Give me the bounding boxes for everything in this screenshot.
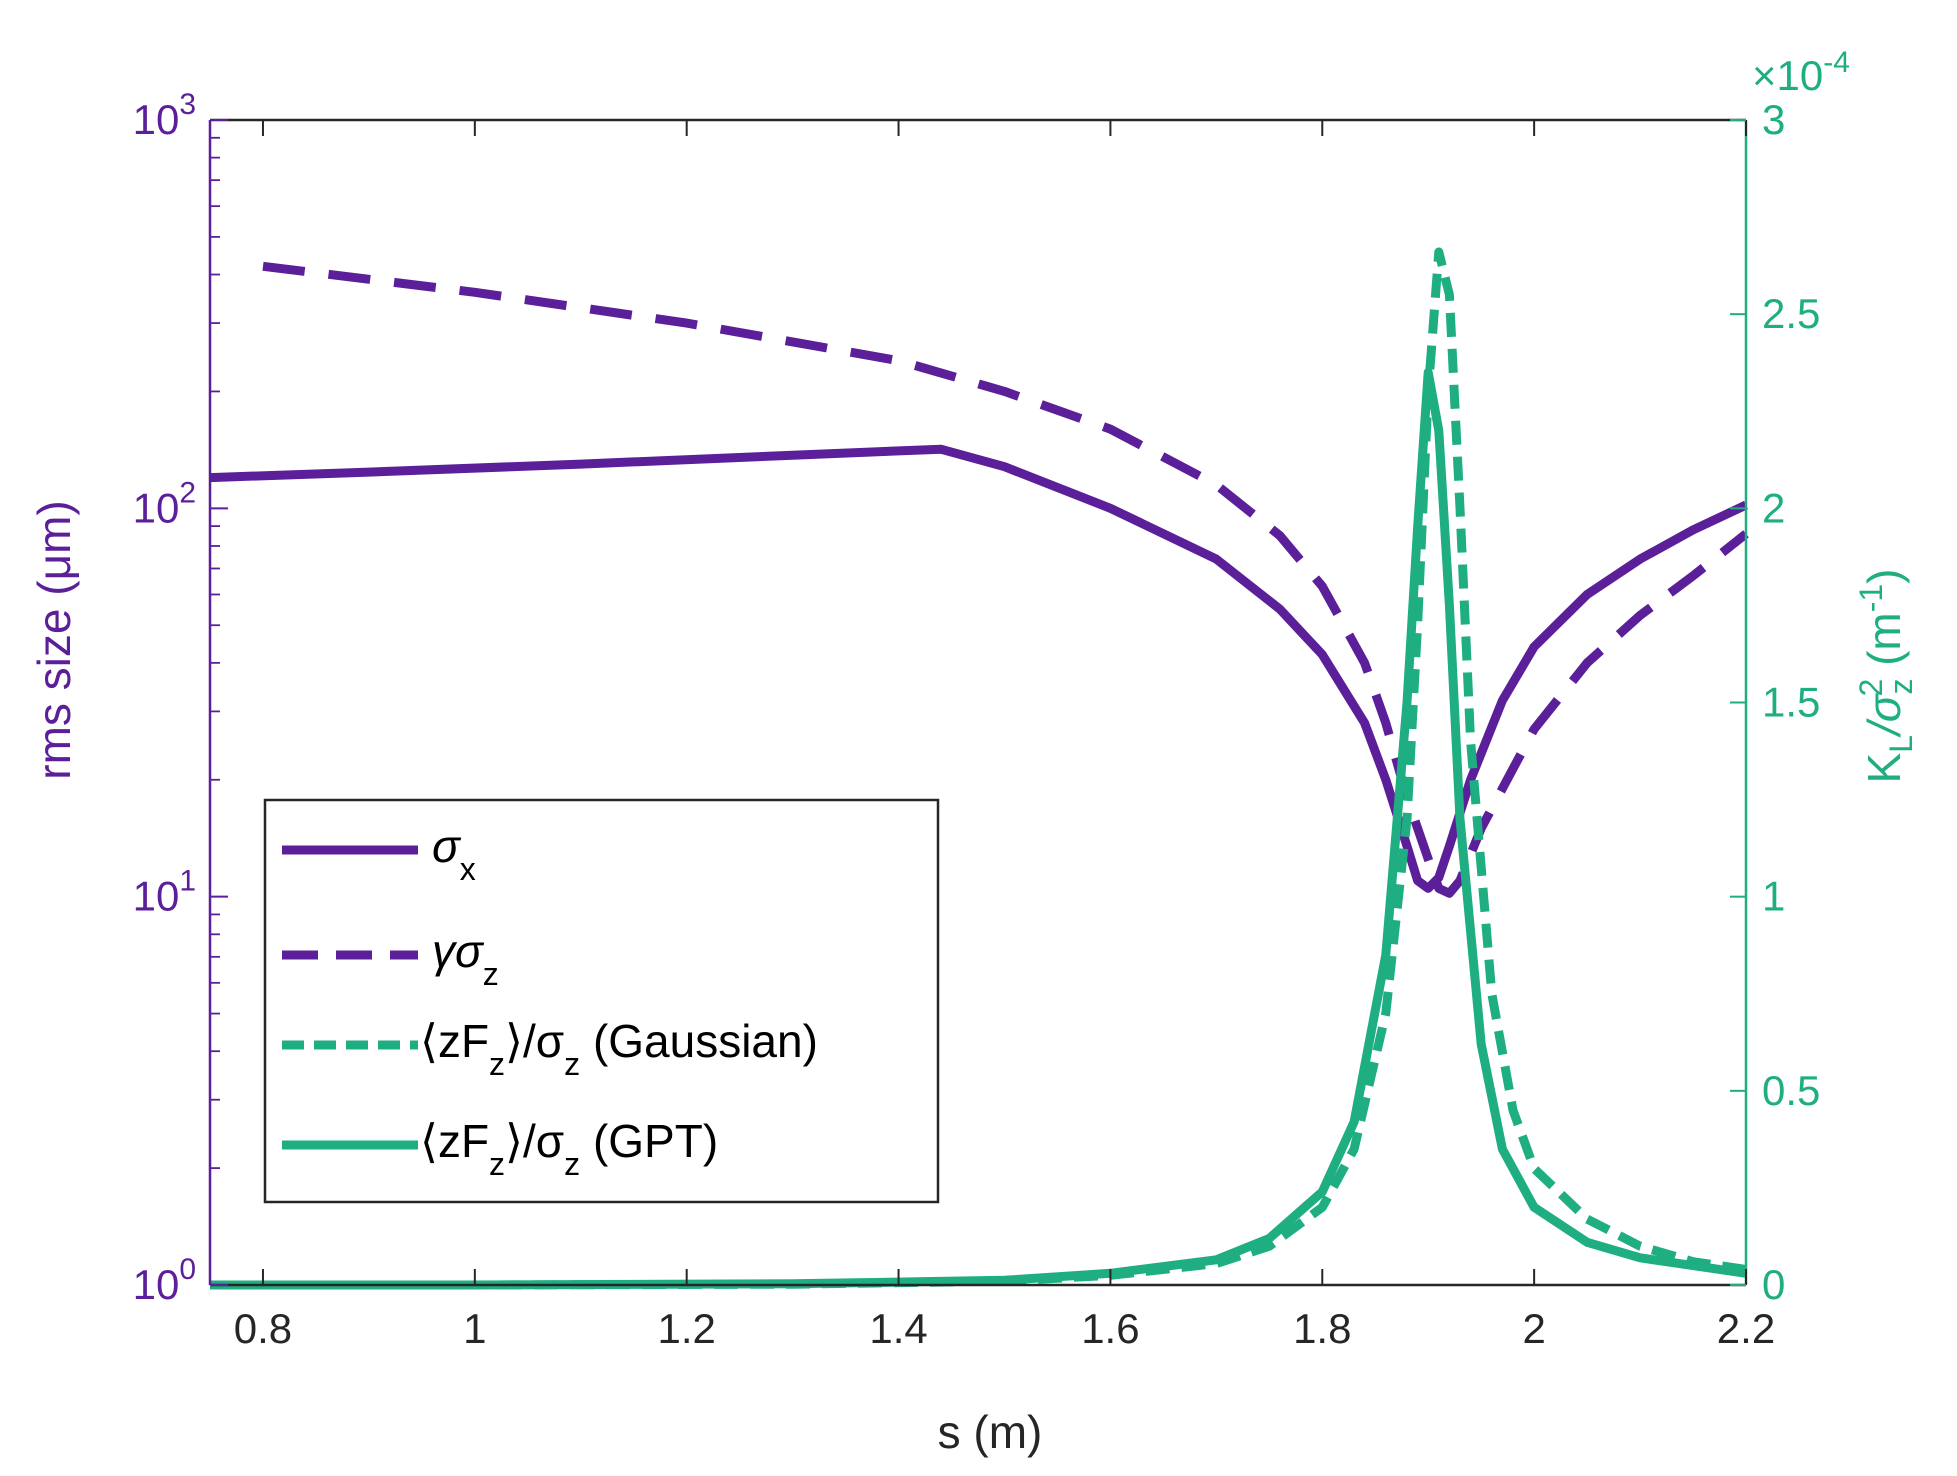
x-tick-label: 1.6	[1081, 1305, 1139, 1352]
series-layer	[209, 247, 1749, 1290]
x-tick-label: 1.8	[1293, 1305, 1351, 1352]
svg-text:KL/σz2 (m-1): KL/σz2 (m-1)	[1853, 568, 1919, 783]
x-tick-label: 0.8	[234, 1305, 292, 1352]
right-axis-multiplier: ×10-4	[1752, 46, 1850, 99]
right-tick-label: 2	[1762, 484, 1785, 531]
x-tick-label: 2.2	[1717, 1305, 1775, 1352]
legend-entry-gamma-sigma-z: γσz	[282, 925, 499, 992]
left-tick-label: 100	[133, 1253, 196, 1308]
right-tick-label: 0.5	[1762, 1067, 1820, 1114]
legend-entry-sigma-x: σx	[282, 820, 476, 887]
left-axis-label: rms size (μm)	[28, 500, 80, 779]
legend-box	[263, 798, 940, 1204]
svg-text:γσz: γσz	[432, 925, 499, 992]
legend-entry-gaussian: ⟨zFz⟩/σz (Gaussian)	[282, 1015, 818, 1082]
axes-layer: 0.8 1 1.2 1.4 1.6 1.8 2 2.2 100 101 102 103 0 0.5 1 1.5…	[133, 88, 1821, 1352]
x-tick-label: 1.2	[657, 1305, 715, 1352]
legend-entry-gpt: ⟨zFz⟩/σz (GPT)	[282, 1115, 718, 1182]
right-tick-label: 2.5	[1762, 290, 1820, 337]
right-tick-label: 1	[1762, 873, 1785, 920]
right-axis-label: KL/σz2 (m-1)	[1853, 568, 1919, 783]
svg-text:⟨zFz⟩/σz (Gaussian): ⟨zFz⟩/σz (Gaussian)	[420, 1015, 818, 1082]
x-tick-label: 1	[463, 1305, 486, 1352]
series-line-1	[262, 261, 1749, 898]
series-line-3	[210, 367, 1747, 1290]
left-tick-label: 101	[133, 865, 196, 920]
svg-text:σx: σx	[432, 820, 476, 887]
x-tick-label: 2	[1522, 1305, 1545, 1352]
svg-text:⟨zFz⟩/σz (GPT): ⟨zFz⟩/σz (GPT)	[420, 1115, 718, 1182]
right-tick-label: 0	[1762, 1261, 1785, 1308]
legend: σx γσz ⟨zFz⟩/σz (Gaussian) ⟨zFz⟩/σz (GPT…	[263, 798, 940, 1204]
left-tick-label: 103	[133, 88, 196, 143]
x-tick-label: 1.4	[869, 1305, 927, 1352]
right-tick-label: 1.5	[1762, 679, 1820, 726]
x-axis-label: s (m)	[938, 1406, 1043, 1458]
right-tick-label: 3	[1762, 96, 1785, 143]
left-tick-label: 102	[133, 476, 196, 531]
